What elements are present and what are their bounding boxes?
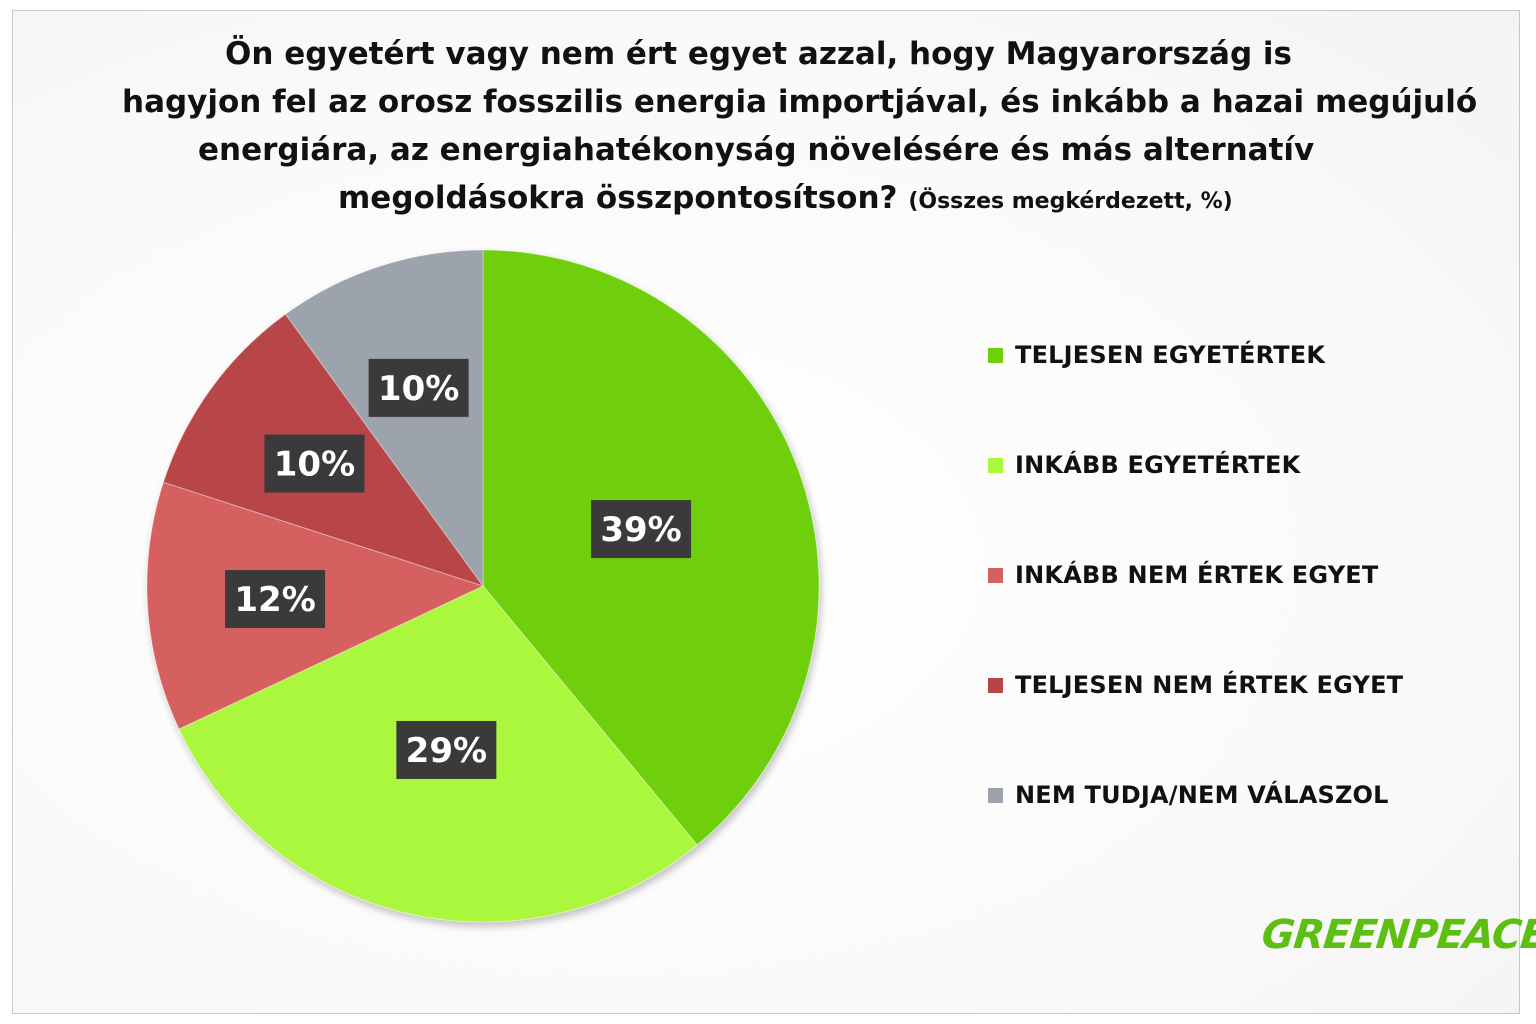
title-line-1: Ön egyetért vagy nem ért egyet azzal, ho… [225, 36, 1293, 72]
pie-labels: 39% 29% 12% 10% 10% [225, 358, 692, 779]
data-label-text: 10% [274, 445, 355, 485]
data-label-box [264, 434, 365, 493]
legend-item: TELJESEN EGYETÉRTEK [988, 300, 1508, 410]
data-label-box [396, 720, 497, 779]
legend-swatch [988, 567, 1003, 583]
legend-label: NEM TUDJA/NEM VÁLASZOL [1015, 781, 1389, 809]
data-label-text: 12% [234, 580, 315, 620]
legend-swatch [988, 787, 1003, 803]
slice-data-label: 39% [591, 500, 692, 559]
data-label-text: 29% [406, 731, 487, 771]
title-line-4: megoldásokra összpontosítson? (Összes me… [60, 174, 1480, 226]
title-line-2: hagyjon fel az orosz fosszilis energia i… [122, 84, 1478, 120]
legend-label: INKÁBB NEM ÉRTEK EGYET [1015, 561, 1379, 589]
title-line-3: energiára, az energiahatékonyság növelés… [198, 132, 1315, 168]
slice-data-label: 12% [225, 570, 326, 629]
title-line-4-text: megoldásokra összpontosítson? [338, 180, 898, 216]
legend-item: NEM TUDJA/NEM VÁLASZOL [988, 740, 1508, 850]
legend-label: TELJESEN NEM ÉRTEK EGYET [1015, 671, 1404, 699]
legend-item: TELJESEN NEM ÉRTEK EGYET [988, 630, 1508, 740]
slice-data-label: 10% [368, 358, 469, 417]
legend-swatch [988, 457, 1003, 473]
slice-data-label: 10% [264, 434, 365, 493]
legend-item: INKÁBB NEM ÉRTEK EGYET [988, 520, 1508, 630]
data-label-box [368, 358, 469, 417]
slice-data-label: 29% [396, 720, 497, 779]
pie-slice-5 [284, 249, 484, 588]
data-label-text: 10% [378, 369, 459, 409]
legend-label: TELJESEN EGYETÉRTEK [1015, 341, 1326, 369]
greenpeace-logo: GREENPEACE [1259, 912, 1536, 958]
legend: TELJESEN EGYETÉRTEK INKÁBB EGYETÉRTEK IN… [988, 300, 1508, 850]
legend-swatch [988, 677, 1003, 693]
data-label-text: 39% [600, 510, 681, 550]
data-label-box [225, 570, 326, 629]
legend-label: INKÁBB EGYETÉRTEK [1015, 451, 1301, 479]
legend-item: INKÁBB EGYETÉRTEK [988, 410, 1508, 520]
legend-swatch [988, 347, 1003, 363]
data-label-box [591, 500, 692, 559]
chart-subtitle: (Összes megkérdezett, %) [908, 189, 1233, 214]
chart-title: Ön egyetért vagy nem ért egyet azzal, ho… [60, 30, 1480, 226]
